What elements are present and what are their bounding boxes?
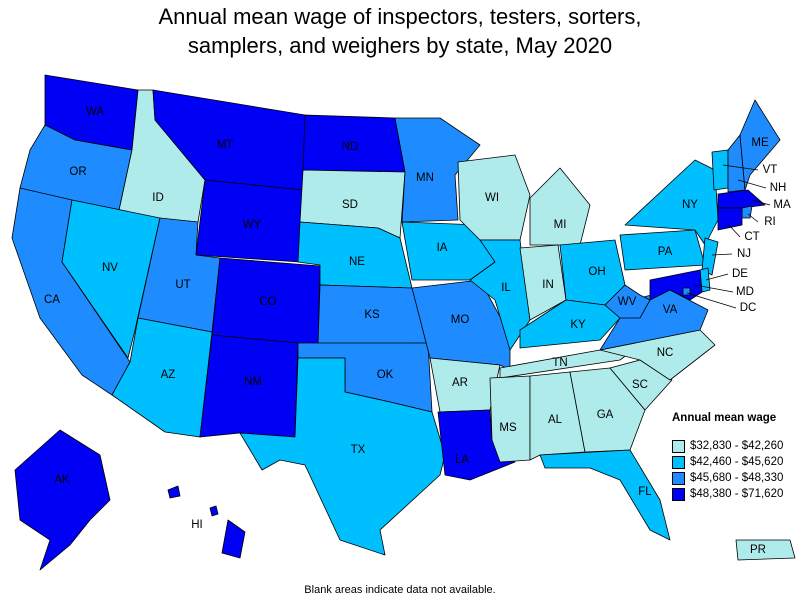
state-label-al: AL — [548, 414, 563, 426]
state-label-ar: AR — [452, 377, 468, 389]
title-line-1: Annual mean wage of inspectors, testers,… — [158, 4, 642, 29]
state-label-wi: WI — [485, 192, 499, 204]
state-label-hi: HI — [191, 519, 203, 531]
state-label-ak: AK — [54, 474, 70, 486]
state-label-pa: PA — [658, 246, 673, 258]
leader-line-ma — [751, 199, 771, 206]
state-label-nj: NJ — [737, 248, 751, 260]
state-label-vt: VT — [763, 164, 778, 176]
state-label-nd: ND — [342, 141, 359, 153]
state-label-nh: NH — [770, 182, 787, 194]
state-label-in: IN — [542, 279, 554, 291]
legend: Annual mean wage $32,830 - $42,260 $42,4… — [672, 412, 797, 502]
state-label-wy: WY — [243, 219, 262, 231]
map-title: Annual mean wage of inspectors, testers,… — [0, 2, 800, 60]
state-label-mo: MO — [451, 314, 470, 326]
state-label-tn: TN — [552, 357, 567, 369]
state-hi — [167, 485, 246, 559]
state-label-ca: CA — [44, 294, 60, 306]
state-label-co: CO — [259, 296, 276, 308]
legend-label: $45,680 - $48,330 — [690, 472, 784, 484]
state-label-ga: GA — [597, 409, 614, 421]
state-label-wa: WA — [86, 106, 104, 118]
leader-line-de — [705, 273, 729, 281]
state-label-ms: MS — [499, 422, 517, 434]
state-label-az: AZ — [161, 369, 176, 381]
state-label-va: VA — [663, 304, 678, 316]
state-ct — [717, 207, 743, 231]
state-label-wv: WV — [618, 296, 637, 308]
state-label-sc: SC — [632, 379, 648, 391]
legend-item: $32,830 - $42,260 — [672, 438, 797, 454]
state-label-ks: KS — [364, 309, 380, 321]
state-label-mt: MT — [217, 139, 234, 151]
state-label-ut: UT — [175, 279, 190, 291]
state-label-sd: SD — [342, 199, 358, 211]
state-nv — [61, 199, 161, 359]
legend-label: $32,830 - $42,260 — [690, 440, 784, 452]
state-label-md: MD — [736, 286, 754, 298]
state-label-or: OR — [69, 166, 86, 178]
state-la — [437, 409, 516, 481]
state-label-nc: NC — [657, 347, 674, 359]
state-label-id: ID — [152, 192, 164, 204]
state-pr — [735, 539, 796, 561]
state-tx — [239, 357, 446, 556]
leader-line-nh — [737, 179, 767, 189]
state-sc — [609, 359, 673, 411]
state-label-de: DE — [732, 268, 748, 280]
state-label-me: ME — [751, 137, 769, 149]
leader-line-vt — [722, 164, 759, 171]
state-label-dc: DC — [740, 302, 757, 314]
state-label-ok: OK — [377, 369, 394, 381]
state-ak — [14, 429, 111, 571]
state-me — [739, 99, 781, 191]
state-label-tx: TX — [351, 444, 366, 456]
legend-swatch — [672, 439, 685, 453]
state-label-ma: MA — [773, 199, 791, 211]
state-ga — [569, 367, 646, 453]
state-label-mn: MN — [416, 172, 434, 184]
leader-line-ri — [747, 213, 759, 223]
state-label-il: IL — [501, 282, 511, 294]
state-label-ny: NY — [682, 199, 698, 211]
legend-swatch — [672, 471, 685, 485]
state-fl — [539, 449, 671, 541]
legend-label: $42,460 - $45,620 — [690, 456, 784, 468]
leader-line-nj — [711, 253, 733, 256]
legend-label: $48,380 - $71,620 — [690, 488, 784, 500]
state-vt — [711, 149, 729, 191]
state-mn — [394, 117, 481, 223]
legend-title: Annual mean wage — [672, 412, 777, 424]
state-label-nm: NM — [244, 376, 262, 388]
state-label-pr: PR — [750, 544, 766, 556]
state-label-oh: OH — [588, 266, 605, 278]
leader-line-dc — [686, 292, 737, 309]
legend-swatch — [672, 455, 685, 469]
state-label-nv: NV — [102, 262, 118, 274]
footnote: Blank areas indicate data not available. — [304, 584, 496, 596]
legend-item: $48,380 - $71,620 — [672, 486, 797, 502]
state-label-ct: CT — [744, 231, 759, 243]
state-label-fl: FL — [638, 486, 652, 498]
state-label-mi: MI — [554, 219, 567, 231]
state-ms — [489, 375, 531, 463]
state-label-ky: KY — [570, 319, 586, 331]
state-label-la: LA — [455, 454, 469, 466]
leader-line-ct — [727, 223, 741, 238]
legend-item: $42,460 - $45,620 — [672, 454, 797, 470]
state-ma — [717, 189, 766, 209]
state-nj — [701, 237, 719, 276]
legend-item: $45,680 - $48,330 — [672, 470, 797, 486]
state-label-ia: IA — [437, 242, 448, 254]
state-label-ri: RI — [764, 216, 776, 228]
state-label-ne: NE — [349, 256, 365, 268]
state-mi — [529, 167, 591, 246]
title-line-2: samplers, and weighers by state, May 202… — [187, 33, 613, 58]
leader-line-md — [694, 284, 734, 293]
legend-swatch — [672, 487, 685, 501]
